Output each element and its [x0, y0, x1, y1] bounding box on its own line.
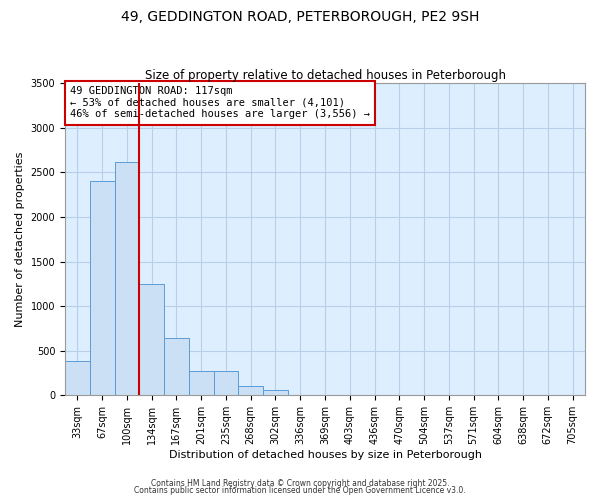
Bar: [115, 162, 139, 396]
Y-axis label: Number of detached properties: Number of detached properties: [15, 152, 25, 327]
Bar: [214, 371, 238, 396]
X-axis label: Distribution of detached houses by size in Peterborough: Distribution of detached houses by size …: [169, 450, 482, 460]
Bar: [139, 284, 164, 396]
Bar: [164, 338, 189, 396]
Text: 49 GEDDINGTON ROAD: 117sqm
← 53% of detached houses are smaller (4,101)
46% of s: 49 GEDDINGTON ROAD: 117sqm ← 53% of deta…: [70, 86, 370, 120]
Text: Contains HM Land Registry data © Crown copyright and database right 2025.: Contains HM Land Registry data © Crown c…: [151, 478, 449, 488]
Bar: [65, 360, 90, 396]
Text: Contains public sector information licensed under the Open Government Licence v3: Contains public sector information licen…: [134, 486, 466, 495]
Bar: [238, 386, 263, 396]
Bar: [90, 182, 115, 396]
Bar: [263, 390, 288, 396]
Bar: [189, 371, 214, 396]
Title: Size of property relative to detached houses in Peterborough: Size of property relative to detached ho…: [145, 69, 506, 82]
Text: 49, GEDDINGTON ROAD, PETERBOROUGH, PE2 9SH: 49, GEDDINGTON ROAD, PETERBOROUGH, PE2 9…: [121, 10, 479, 24]
